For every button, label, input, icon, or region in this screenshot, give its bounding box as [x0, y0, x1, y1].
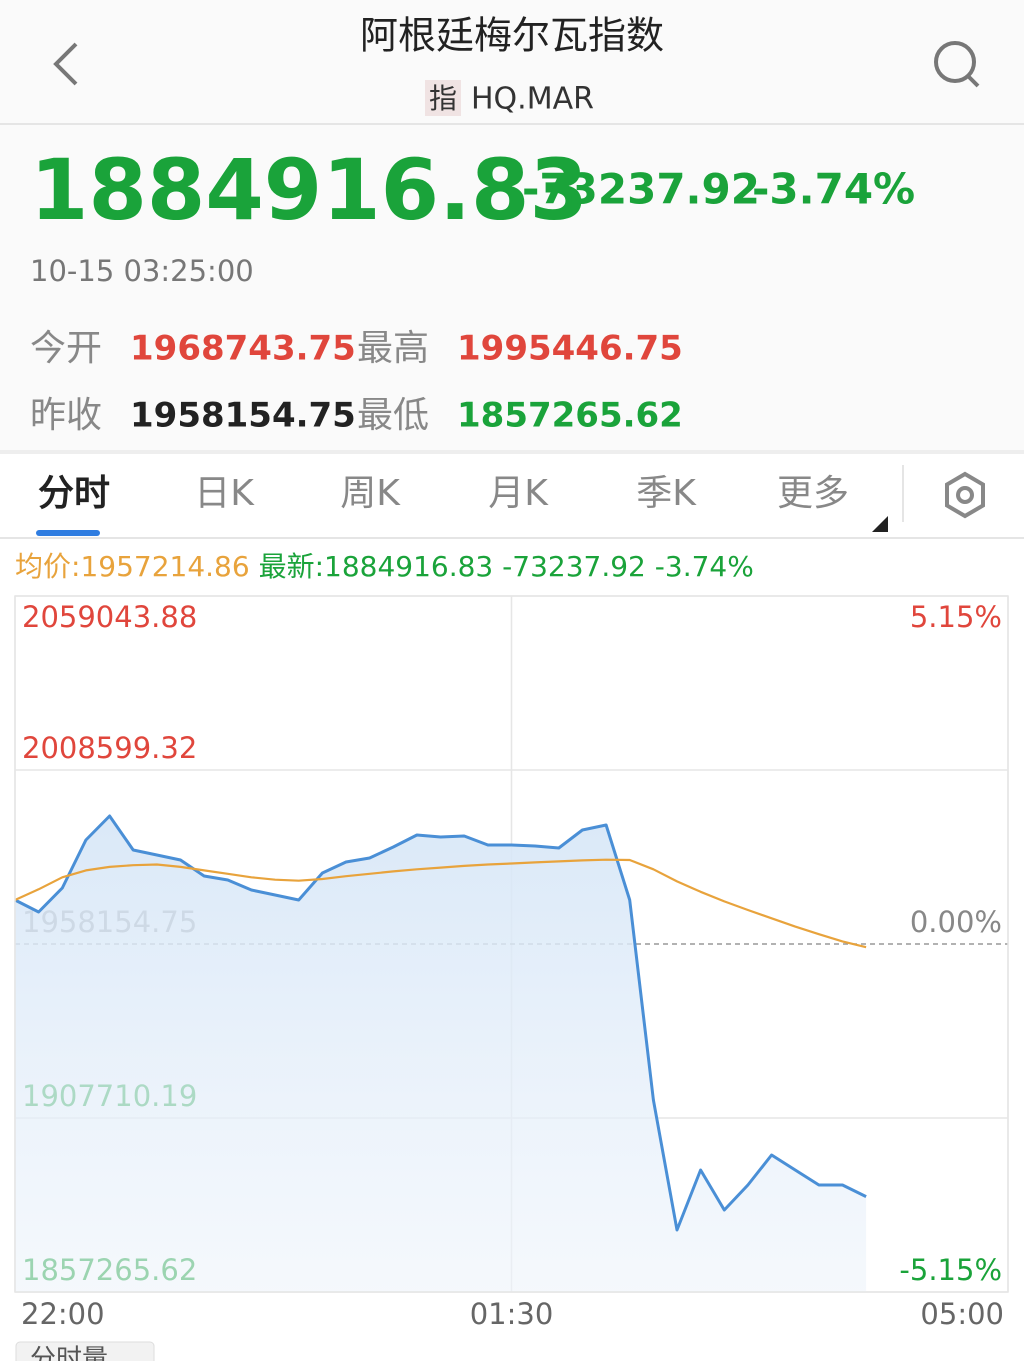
back-button[interactable] [53, 42, 78, 86]
y2-tick-label: -5.15% [899, 1253, 1002, 1287]
x-tick-label: 05:00 [920, 1297, 1004, 1331]
stock-code: HQ.MAR [471, 82, 594, 117]
price: 1884916.83 [30, 141, 588, 239]
plot-border [14, 595, 1009, 1293]
line-series [14, 858, 867, 949]
badge-bg [425, 80, 461, 116]
stat-value: 1857265.62 [457, 396, 683, 436]
y2-tick-label: 5.15% [910, 600, 1002, 634]
quote-time: 10-15 03:25:00 [30, 254, 254, 288]
stat-value: 1958154.75 [130, 396, 356, 436]
change: -73237.92 [522, 165, 760, 214]
x-tick-label: 01:30 [470, 1297, 554, 1331]
tab[interactable]: 日K [194, 473, 255, 514]
search-icon [934, 41, 976, 83]
legend-percent: -3.74% [655, 550, 754, 583]
stat-label: 最低 [357, 395, 429, 436]
page-title: 阿根廷梅尔瓦指数 [360, 14, 664, 58]
tab[interactable]: 季K [636, 473, 697, 514]
y-tick-label: 2008599.32 [22, 731, 197, 765]
more-indicator [872, 516, 888, 532]
tabs: 分时 日K 周K 月K 季K 更多 [38, 473, 849, 514]
tab[interactable]: 更多 [777, 473, 849, 514]
legend: 均价:1957214.86 最新:1884916.83 -73237.92 -3… [15, 550, 754, 583]
active-tab-underline [36, 530, 100, 536]
stats: 今开 1968743.75 最高 1995446.75 昨收 1958154.75 最低 18… [30, 328, 683, 436]
section-divider [0, 450, 1024, 454]
settings-icon [945, 471, 985, 519]
search-icon-handle [966, 74, 980, 88]
settings-button[interactable] [945, 471, 985, 519]
bottom-tab[interactable]: 分时量 [30, 1345, 108, 1361]
stat-value: 1995446.75 [457, 329, 683, 369]
x-tick-label: 22:00 [21, 1297, 105, 1331]
legend-avg: 1957214.86 [80, 550, 249, 583]
legend-avg-label: 均价: [15, 550, 80, 583]
top-bg [0, 0, 1024, 450]
badge: 指 [429, 82, 457, 115]
search-button[interactable] [934, 41, 980, 88]
y2-tick-label: 0.00% [910, 905, 1002, 939]
stat-label: 今开 [30, 328, 102, 369]
legend-latest-label: 最新: [259, 550, 324, 583]
tab[interactable]: 周K [340, 473, 401, 514]
chart: 22:0001:3005:001857265.621907710.1919581… [14, 595, 1009, 1331]
y-tick-label: 2059043.88 [22, 600, 197, 634]
stat-label: 昨收 [30, 395, 102, 436]
stat-label: 最高 [357, 328, 429, 369]
legend-latest: 1884916.83 [324, 550, 493, 583]
legend-change: -73237.92 [502, 550, 646, 583]
tab[interactable]: 月K [488, 473, 549, 514]
line-series [14, 814, 867, 1232]
percent: -3.74% [752, 165, 915, 214]
stat-value: 1968743.75 [130, 329, 356, 369]
tab[interactable]: 分时 [38, 473, 110, 514]
bottom-tab-bg[interactable] [15, 1341, 155, 1361]
settings-icon-center [956, 486, 974, 504]
area-fill [15, 816, 867, 1292]
